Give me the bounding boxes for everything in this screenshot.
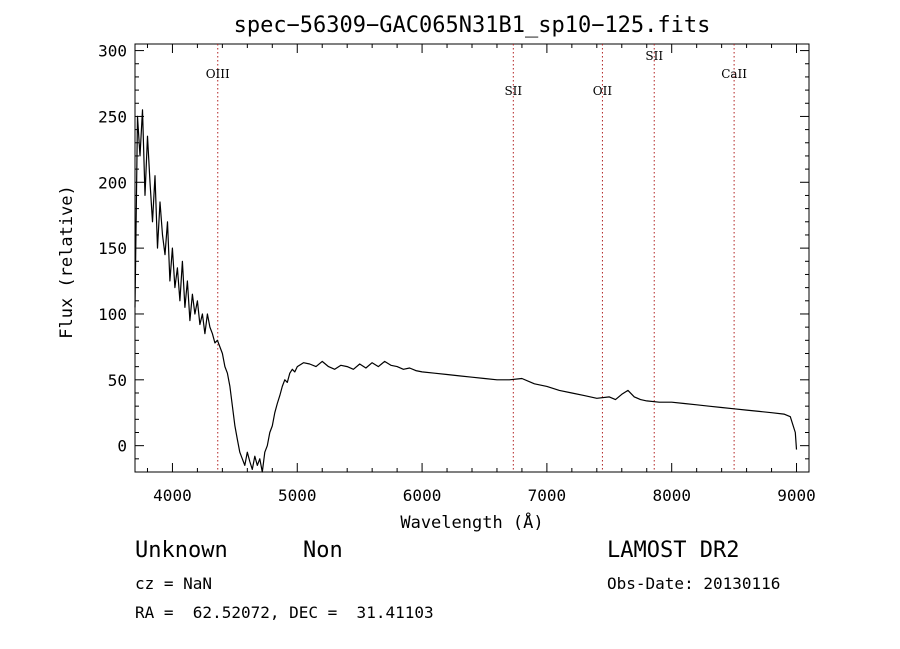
y-tick-label: 50 xyxy=(108,371,127,390)
x-tick-label: 6000 xyxy=(403,486,442,505)
line-label: OII xyxy=(593,84,613,98)
y-tick-label: 150 xyxy=(98,239,127,258)
y-tick-label: 300 xyxy=(98,42,127,61)
line-label: SII xyxy=(645,49,663,63)
chart-title: spec−56309−GAC065N31B1_sp10−125.fits xyxy=(234,13,711,38)
coordinates-text: RA = 62.52072, DEC = 31.41103 xyxy=(135,603,434,622)
spectrum-line xyxy=(134,109,798,473)
x-tick-label: 9000 xyxy=(777,486,816,505)
y-axis-label: Flux (relative) xyxy=(57,185,77,339)
y-tick-label: 100 xyxy=(98,305,127,324)
line-label: SII xyxy=(504,84,522,98)
line-label: OIII xyxy=(206,67,230,81)
y-tick-label: 200 xyxy=(98,173,127,192)
redshift-text: cz = NaN xyxy=(135,574,213,593)
survey-name: LAMOST DR2 xyxy=(607,538,740,563)
plot-frame xyxy=(134,43,810,473)
y-tick-label: 0 xyxy=(117,437,127,456)
x-tick-label: 4000 xyxy=(153,486,192,505)
x-tick-label: 7000 xyxy=(528,486,567,505)
line-label: CaII xyxy=(721,67,747,81)
observation-date: Obs-Date: 20130116 xyxy=(607,574,781,593)
y-tick-label: 250 xyxy=(98,107,127,126)
x-axis-label: Wavelength (Å) xyxy=(400,511,543,533)
object-subclass: Non xyxy=(303,538,343,563)
x-tick-label: 8000 xyxy=(652,486,691,505)
object-class: Unknown xyxy=(135,538,228,563)
x-tick-label: 5000 xyxy=(278,486,317,505)
